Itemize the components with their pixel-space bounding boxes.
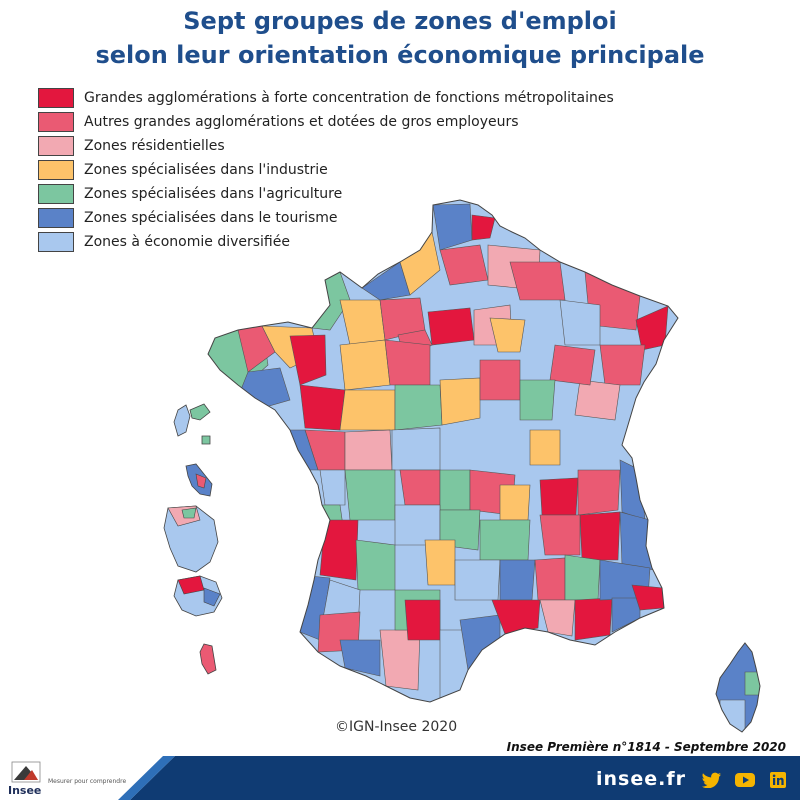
- legend-item-industrie: Zones spécialisées dans l'industrie: [38, 158, 614, 182]
- footer-band-shape: [130, 756, 800, 800]
- legend-swatch: [38, 112, 74, 132]
- legend-item-agriculture: Zones spécialisées dans l'agriculture: [38, 182, 614, 206]
- legend-swatch: [38, 208, 74, 228]
- guyane: [163, 505, 219, 573]
- legend-label: Zones résidentielles: [84, 138, 225, 154]
- metropolitan-france: [207, 199, 679, 703]
- insee-logo-icon: [11, 761, 41, 783]
- insee-logo-tagline: Mesurer pour comprendre: [48, 778, 127, 785]
- guadeloupe: [173, 403, 211, 445]
- legend-swatch: [38, 232, 74, 252]
- legend-label: Grandes agglomérations à forte concentra…: [84, 90, 614, 106]
- youtube-icon[interactable]: [735, 772, 755, 788]
- legend-swatch: [38, 136, 74, 156]
- legend-item-metropolitaines: Grandes agglomérations à forte concentra…: [38, 86, 614, 110]
- legend-item-tourisme: Zones spécialisées dans le tourisme: [38, 206, 614, 230]
- legend-label: Zones à économie diversifiée: [84, 234, 290, 250]
- la-reunion: [173, 575, 223, 617]
- linkedin-icon[interactable]: [768, 772, 788, 788]
- legend-label: Autres grandes agglomérations et dotées …: [84, 114, 519, 130]
- mayotte: [199, 643, 217, 675]
- corsica: [715, 642, 761, 733]
- copyright: ©IGN-Insee 2020: [335, 719, 458, 735]
- martinique: [185, 463, 213, 497]
- insee-website-link[interactable]: insee.fr: [596, 768, 686, 790]
- legend-label: Zones spécialisées dans le tourisme: [84, 210, 338, 226]
- map-title: Sept groupes de zones d'emploi selon leu…: [0, 4, 800, 72]
- legend-item-residentielles: Zones résidentielles: [38, 134, 614, 158]
- footer-band: [0, 756, 800, 800]
- legend-item-diversifiee: Zones à économie diversifiée: [38, 230, 614, 254]
- legend-label: Zones spécialisées dans l'industrie: [84, 162, 328, 178]
- twitter-icon[interactable]: [702, 772, 722, 788]
- title-line-2: selon leur orientation économique princi…: [95, 41, 705, 69]
- publication-reference: Insee Première n°1814 - Septembre 2020: [506, 740, 786, 754]
- legend-item-gros-employeurs: Autres grandes agglomérations et dotées …: [38, 110, 614, 134]
- legend-label: Zones spécialisées dans l'agriculture: [84, 186, 343, 202]
- legend: Grandes agglomérations à forte concentra…: [38, 86, 614, 254]
- insee-logo-name: Insee: [8, 784, 42, 797]
- insee-logo[interactable]: Insee Mesurer pour comprendre: [8, 760, 168, 798]
- legend-swatch: [38, 160, 74, 180]
- title-line-1: Sept groupes de zones d'emploi: [183, 7, 617, 35]
- legend-swatch: [38, 88, 74, 108]
- legend-swatch: [38, 184, 74, 204]
